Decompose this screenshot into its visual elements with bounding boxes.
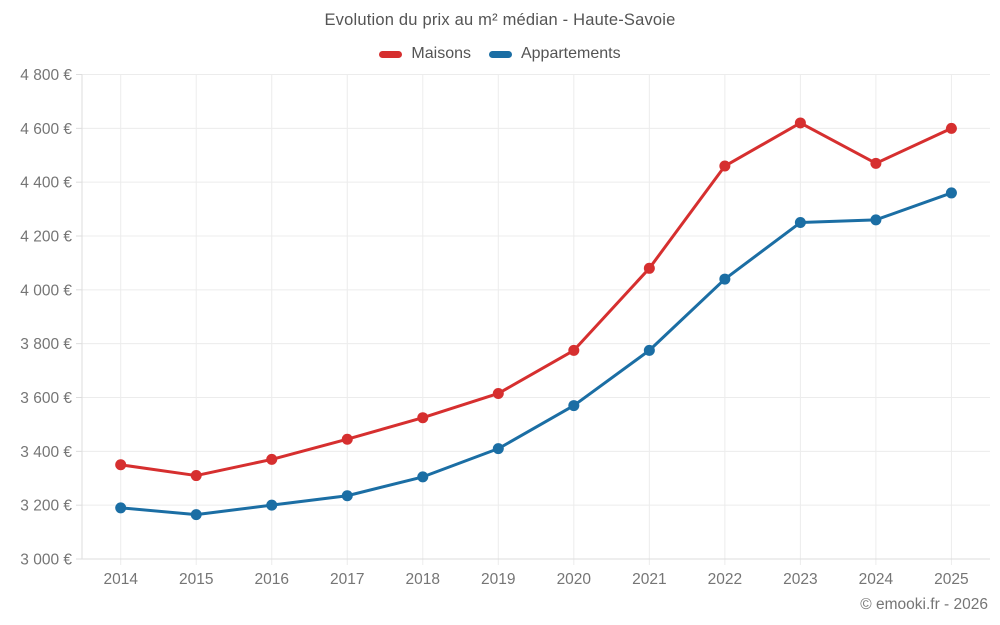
x-tick-label: 2024 xyxy=(859,571,894,588)
y-tick-label: 3 800 € xyxy=(20,336,72,353)
data-point-maisons-2014[interactable] xyxy=(115,459,127,471)
x-tick-label: 2014 xyxy=(103,571,138,588)
x-tick-label: 2023 xyxy=(783,571,817,588)
x-tick-label: 2017 xyxy=(330,571,364,588)
x-tick-label: 2022 xyxy=(708,571,742,588)
data-point-appartements-2021[interactable] xyxy=(643,344,655,356)
x-tick-label: 2016 xyxy=(254,571,288,588)
data-point-appartements-2022[interactable] xyxy=(719,273,731,285)
y-tick-label: 3 400 € xyxy=(20,444,72,461)
data-point-maisons-2024[interactable] xyxy=(870,157,882,169)
data-point-maisons-2021[interactable] xyxy=(643,262,655,274)
y-tick-label: 4 000 € xyxy=(20,282,72,299)
chart-legend: Maisons Appartements xyxy=(0,45,1000,63)
data-point-maisons-2022[interactable] xyxy=(719,160,731,172)
data-point-appartements-2023[interactable] xyxy=(794,217,806,229)
x-tick-label: 2025 xyxy=(934,571,968,588)
y-tick-label: 3 000 € xyxy=(20,552,72,569)
data-point-maisons-2016[interactable] xyxy=(266,453,278,465)
series-line-maisons xyxy=(119,121,953,478)
data-point-maisons-2017[interactable] xyxy=(341,433,353,445)
x-tick-label: 2020 xyxy=(557,571,592,588)
y-tick-label: 3 200 € xyxy=(20,498,72,515)
legend-item-appartements[interactable]: Appartements xyxy=(488,45,621,63)
y-tick-label: 4 600 € xyxy=(20,121,72,138)
data-point-appartements-2015[interactable] xyxy=(190,509,202,521)
data-point-appartements-2025[interactable] xyxy=(945,187,957,199)
data-point-appartements-2020[interactable] xyxy=(568,400,580,412)
legend-item-maisons[interactable]: Maisons xyxy=(379,45,471,63)
data-point-appartements-2014[interactable] xyxy=(115,502,127,514)
x-tick-label: 2021 xyxy=(632,571,666,588)
chart-title: Evolution du prix au m² médian - Haute-S… xyxy=(324,11,676,29)
x-tick-label: 2019 xyxy=(481,571,515,588)
data-point-maisons-2023[interactable] xyxy=(794,117,806,129)
data-point-maisons-2020[interactable] xyxy=(568,344,580,356)
appartements-swatch-icon xyxy=(488,50,512,58)
maisons-swatch-icon xyxy=(379,50,403,58)
legend-label-appartements: Appartements xyxy=(520,45,621,62)
data-point-appartements-2017[interactable] xyxy=(341,490,353,502)
data-point-maisons-2018[interactable] xyxy=(417,412,429,424)
y-tick-label: 4 800 € xyxy=(20,67,72,84)
data-point-appartements-2016[interactable] xyxy=(266,499,278,511)
data-point-maisons-2025[interactable] xyxy=(945,122,957,134)
data-point-maisons-2015[interactable] xyxy=(190,470,202,482)
y-tick-label: 3 600 € xyxy=(20,390,72,407)
data-point-appartements-2019[interactable] xyxy=(492,443,504,455)
data-point-maisons-2019[interactable] xyxy=(492,387,504,399)
y-tick-label: 4 200 € xyxy=(20,229,72,246)
attribution: © emooki.fr - 2026 xyxy=(860,596,988,613)
data-point-appartements-2018[interactable] xyxy=(417,471,429,483)
x-tick-label: 2015 xyxy=(179,571,213,588)
series-line-appartements xyxy=(119,191,953,517)
y-tick-label: 4 400 € xyxy=(20,175,72,192)
legend-label-maisons: Maisons xyxy=(411,45,471,62)
data-point-appartements-2024[interactable] xyxy=(870,214,882,226)
x-tick-label: 2018 xyxy=(406,571,440,588)
